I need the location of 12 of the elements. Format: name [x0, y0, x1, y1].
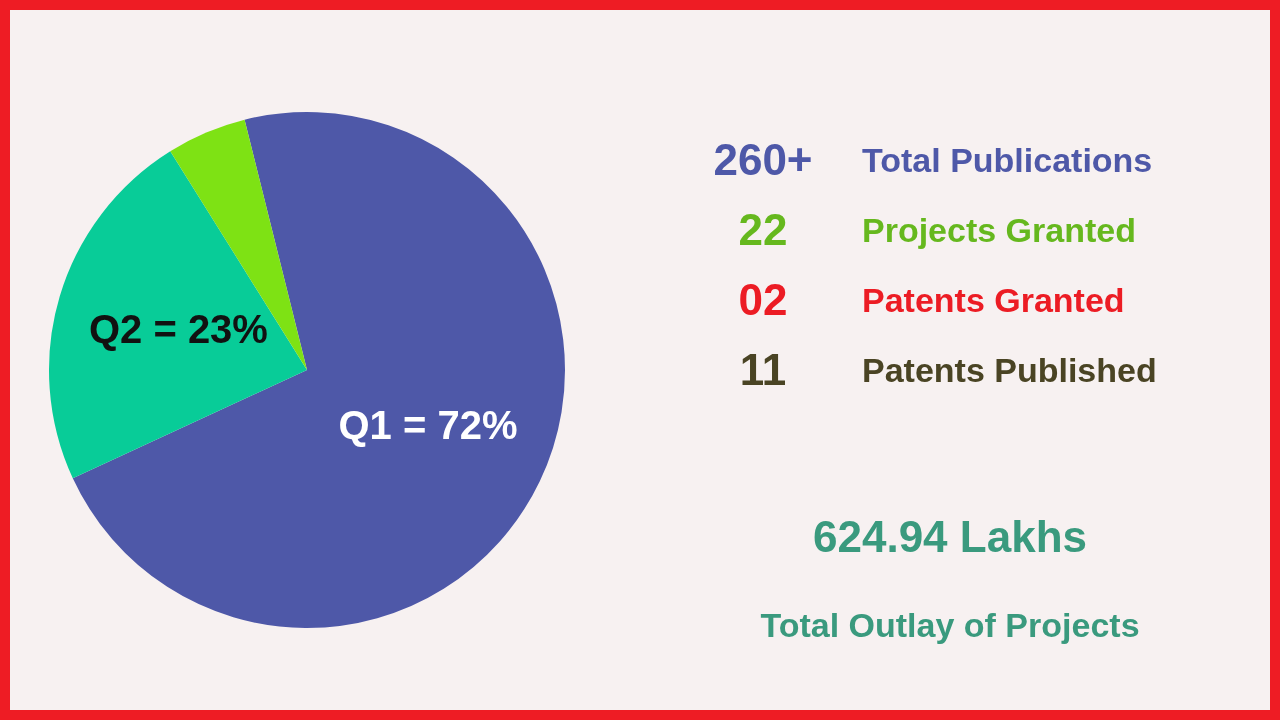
text: 624.94 Lakhs — [813, 512, 1087, 562]
category-label: Patents Granted — [862, 280, 1125, 320]
data-label: Q1 = 72% — [338, 403, 518, 447]
text: 11 — [739, 345, 787, 394]
text: 02 — [738, 275, 788, 324]
text: Total Outlay of Projects — [760, 605, 1140, 645]
text: 260+ — [713, 135, 813, 184]
category-label: Patents Published — [862, 350, 1157, 390]
text: 22 — [738, 205, 788, 254]
data-label: Q2 = 23% — [88, 306, 268, 351]
category-label: Projects Granted — [862, 210, 1136, 250]
category-label: Total Publications — [862, 140, 1153, 180]
